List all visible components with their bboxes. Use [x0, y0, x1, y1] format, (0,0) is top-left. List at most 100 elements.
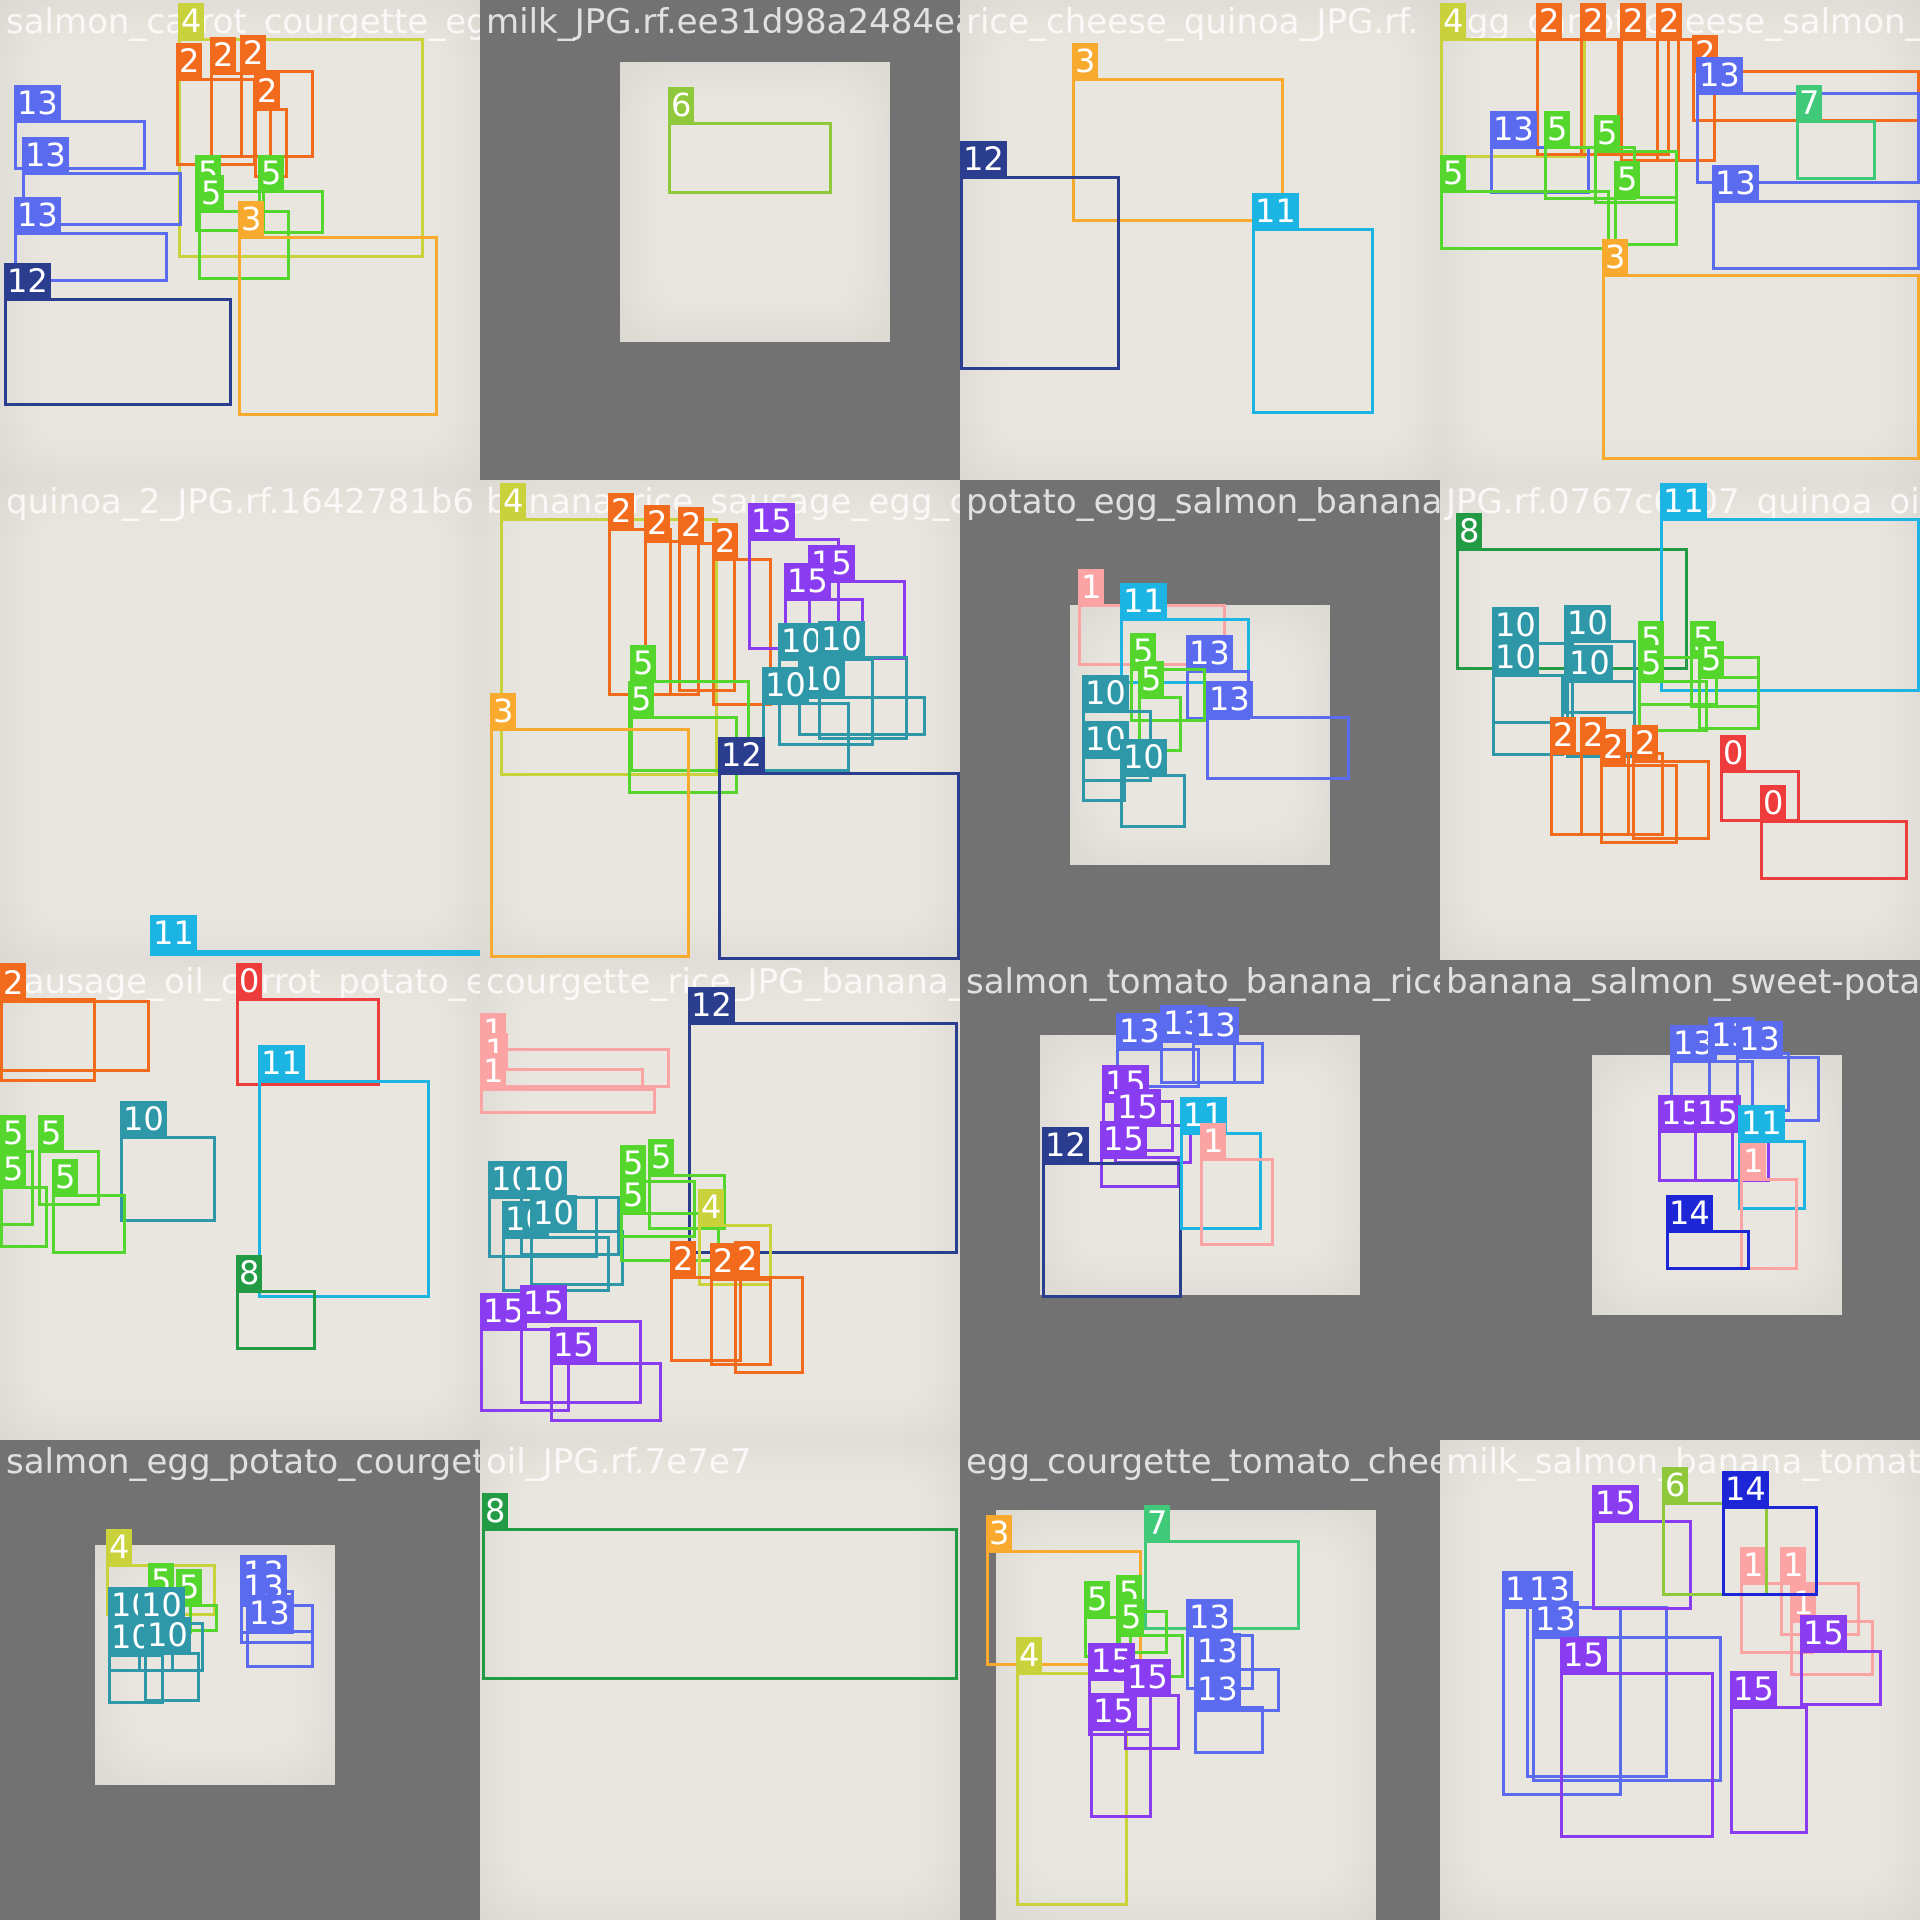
detection-box: 5	[38, 1115, 100, 1206]
class-label-badge: 0	[236, 963, 263, 999]
class-label-badge: 13	[1736, 1021, 1783, 1057]
detection-box: 13	[1186, 635, 1250, 720]
class-label-badge: 5	[620, 1177, 647, 1213]
class-label-badge: 15	[480, 1293, 527, 1329]
class-label-badge: 13	[1490, 111, 1537, 147]
class-label-badge: 2	[670, 1241, 697, 1277]
mosaic-tile: courgette_rice_JPG_banana_carrot12111101…	[480, 960, 960, 1440]
class-label-badge: 2	[240, 35, 267, 71]
tile-caption: salmon_egg_potato_courgette	[6, 1442, 480, 1482]
class-label-badge: 10	[1492, 639, 1539, 675]
class-label-badge: 2	[1632, 725, 1659, 761]
detection-box: 15	[1730, 1671, 1808, 1834]
detection-box: 11	[1252, 193, 1374, 414]
detection-box: 14	[1666, 1195, 1750, 1270]
detection-box: 12	[688, 987, 958, 1254]
detection-box: 13	[1206, 681, 1350, 780]
class-label-badge: 10	[762, 667, 809, 703]
class-label-badge: 10	[1492, 607, 1539, 643]
class-label-badge: 13	[1712, 165, 1759, 201]
detection-box: 6	[1662, 1467, 1768, 1596]
class-label-badge: 2	[0, 965, 27, 1001]
detection-box: 0	[1760, 785, 1908, 880]
tile-caption: oil_JPG.rf.7e7e7	[486, 1442, 752, 1482]
class-label-badge: 5	[258, 155, 285, 191]
detection-box: 1	[1740, 1143, 1798, 1270]
mosaic-tile: egg_carrot_cheese_salmon_courgette422222…	[1440, 0, 1920, 480]
class-label-badge: 5	[1544, 111, 1571, 147]
detection-box: 5	[648, 1139, 726, 1230]
class-label-badge: 5	[1698, 641, 1725, 677]
tile-caption: egg_courgette_tomato_cheese	[966, 1442, 1440, 1482]
mosaic-tile: salmon_tomato_banana_rice 13 13 13 15 15 15 12 1…	[960, 960, 1440, 1440]
detection-box: 5	[620, 1145, 696, 1238]
detection-box: 12	[960, 141, 1120, 370]
class-label-badge: 13	[246, 1595, 293, 1631]
class-label-badge: 4	[178, 3, 205, 39]
class-label-badge: 2	[608, 493, 635, 529]
class-label-badge: 2	[176, 43, 203, 79]
class-label-badge: 15	[1800, 1615, 1847, 1651]
class-label-badge: 14	[1666, 1195, 1713, 1231]
detection-box: 10	[762, 667, 850, 772]
class-label-badge: 13	[1186, 1599, 1233, 1635]
detection-box: 5	[1698, 641, 1760, 730]
class-label-badge: 4	[500, 483, 527, 519]
tile-photo	[0, 480, 480, 960]
class-label-badge: 3	[490, 693, 517, 729]
detection-box: 2	[1656, 3, 1716, 162]
class-label-badge: 10	[778, 623, 825, 659]
class-label-badge: 2	[1550, 717, 1577, 753]
detection-box: 15	[1694, 1095, 1770, 1182]
class-label-badge: 15	[1560, 1637, 1607, 1673]
class-label-badge: 5	[1614, 161, 1641, 197]
class-label-badge: 4	[106, 1529, 133, 1565]
tile-photo	[996, 1510, 1376, 1920]
class-label-badge: 6	[668, 87, 695, 123]
detection-box: 2	[1536, 3, 1620, 156]
tile-photo	[0, 960, 480, 1440]
detection-box: 13	[1490, 111, 1590, 194]
detection-box: 2	[254, 73, 288, 178]
class-label-badge: 12	[4, 263, 51, 299]
tile-caption: rice_cheese_quinoa_JPG.rf.	[966, 2, 1419, 42]
detection-box: 8	[1456, 513, 1688, 670]
class-label-badge: 13	[1116, 1013, 1163, 1049]
class-label-badge: 1	[1078, 569, 1105, 605]
detection-box: 10	[1564, 605, 1636, 714]
mosaic-tile: salmon_carrot_courgette_egg_rice_cheese4…	[0, 0, 480, 480]
detection-box: 13	[1194, 1671, 1264, 1754]
class-label-badge: 0	[1760, 785, 1787, 821]
class-label-badge: 3	[1072, 43, 1099, 79]
detection-box: 13	[1192, 1007, 1264, 1084]
detection-box: 8	[236, 1255, 316, 1350]
tile-photo	[480, 1440, 960, 1920]
detection-box: 2	[1620, 3, 1680, 162]
detection-box: 12	[1042, 1127, 1182, 1298]
detection-box: 13	[14, 197, 168, 282]
class-label-badge: 5	[630, 645, 657, 681]
class-label-badge: 15	[784, 563, 831, 599]
mosaic-tile: egg_courgette_tomato_cheese 3 7 5 5 5 13 13 13 4 1…	[960, 1440, 1440, 1920]
detection-box: 12	[718, 737, 960, 960]
detection-box: 13	[1116, 1013, 1200, 1088]
class-label-badge: 7	[1796, 85, 1823, 121]
class-label-badge: 13	[14, 197, 61, 233]
class-label-badge: 10	[818, 621, 865, 657]
class-label-badge: 10	[520, 1161, 567, 1197]
detection-box: 5	[1594, 115, 1678, 204]
class-label-badge: 13	[1206, 681, 1253, 717]
detection-box: 2	[0, 965, 150, 1072]
class-label-badge: 5	[1594, 115, 1621, 151]
class-label-badge: 1	[1740, 1143, 1767, 1179]
class-label-badge: 13	[1194, 1671, 1241, 1707]
class-label-badge: 13	[1186, 635, 1233, 671]
mosaic-tile: potato_egg_salmon_banana 1 11 13 5 5 10 10 10 13	[960, 480, 1440, 960]
class-label-badge: 5	[38, 1115, 65, 1151]
detection-box: 3	[238, 201, 438, 416]
class-label-badge: 1	[1200, 1123, 1227, 1159]
mosaic-tile: banana_rice_sausage_egg_carrot_cheese422…	[480, 480, 960, 960]
class-label-badge: 2	[1536, 3, 1563, 39]
class-label-badge: 5	[1440, 155, 1467, 191]
